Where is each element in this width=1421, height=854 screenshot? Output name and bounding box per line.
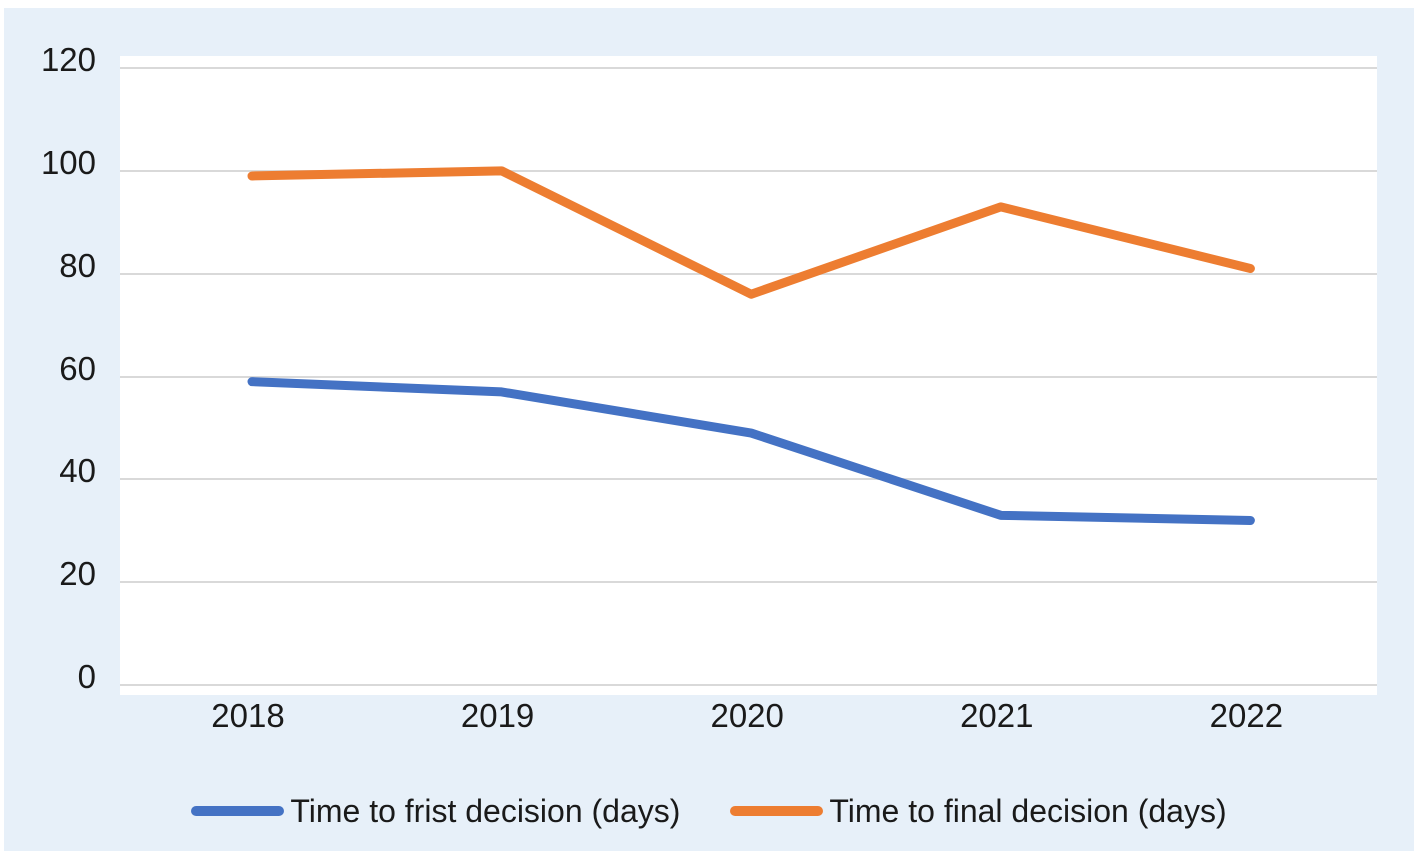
x-tick-label-2018: 2018 bbox=[211, 697, 285, 734]
chart-panel: Time to frist decision (days) Time to fi… bbox=[4, 8, 1414, 851]
legend-swatch-final-decision-icon bbox=[730, 806, 824, 816]
y-tick-label-100: 100 bbox=[40, 143, 96, 181]
y-tick-label-60: 60 bbox=[59, 349, 96, 387]
gridline-y-60 bbox=[120, 375, 1377, 378]
x-tick-label-2020: 2020 bbox=[710, 697, 784, 734]
chart-svg bbox=[247, 166, 1255, 525]
gridline-y-40 bbox=[120, 478, 1377, 481]
y-tick-label-40: 40 bbox=[59, 452, 96, 490]
gridline-y-120 bbox=[120, 67, 1377, 69]
gridline-y-0 bbox=[120, 684, 1377, 686]
legend-label-final-decision: Time to final decision (days) bbox=[829, 793, 1227, 829]
legend-label-first-decision: Time to frist decision (days) bbox=[290, 793, 681, 829]
legend: Time to frist decision (days) Time to fi… bbox=[4, 791, 1414, 831]
series-line-final-decision bbox=[247, 166, 1255, 299]
x-tick-label-2021: 2021 bbox=[960, 697, 1034, 734]
y-tick-label-120: 120 bbox=[40, 41, 96, 78]
x-tick-label-2022: 2022 bbox=[1209, 697, 1284, 734]
gridline-y-20 bbox=[120, 581, 1377, 584]
gridline-y-80 bbox=[120, 272, 1377, 275]
legend-swatch-first-decision-icon bbox=[191, 806, 285, 816]
x-tick-label-2019: 2019 bbox=[460, 697, 535, 734]
plot-area bbox=[120, 56, 1377, 695]
y-tick-label-80: 80 bbox=[59, 246, 96, 284]
y-tick-label-0: 0 bbox=[77, 658, 96, 695]
gridline-y-100 bbox=[120, 169, 1377, 172]
legend-item-final-decision: Time to final decision (days) bbox=[730, 791, 1227, 831]
legend-item-first-decision: Time to frist decision (days) bbox=[191, 791, 680, 831]
y-tick-label-20: 20 bbox=[59, 555, 96, 593]
series-line-first-decision bbox=[247, 377, 1255, 525]
